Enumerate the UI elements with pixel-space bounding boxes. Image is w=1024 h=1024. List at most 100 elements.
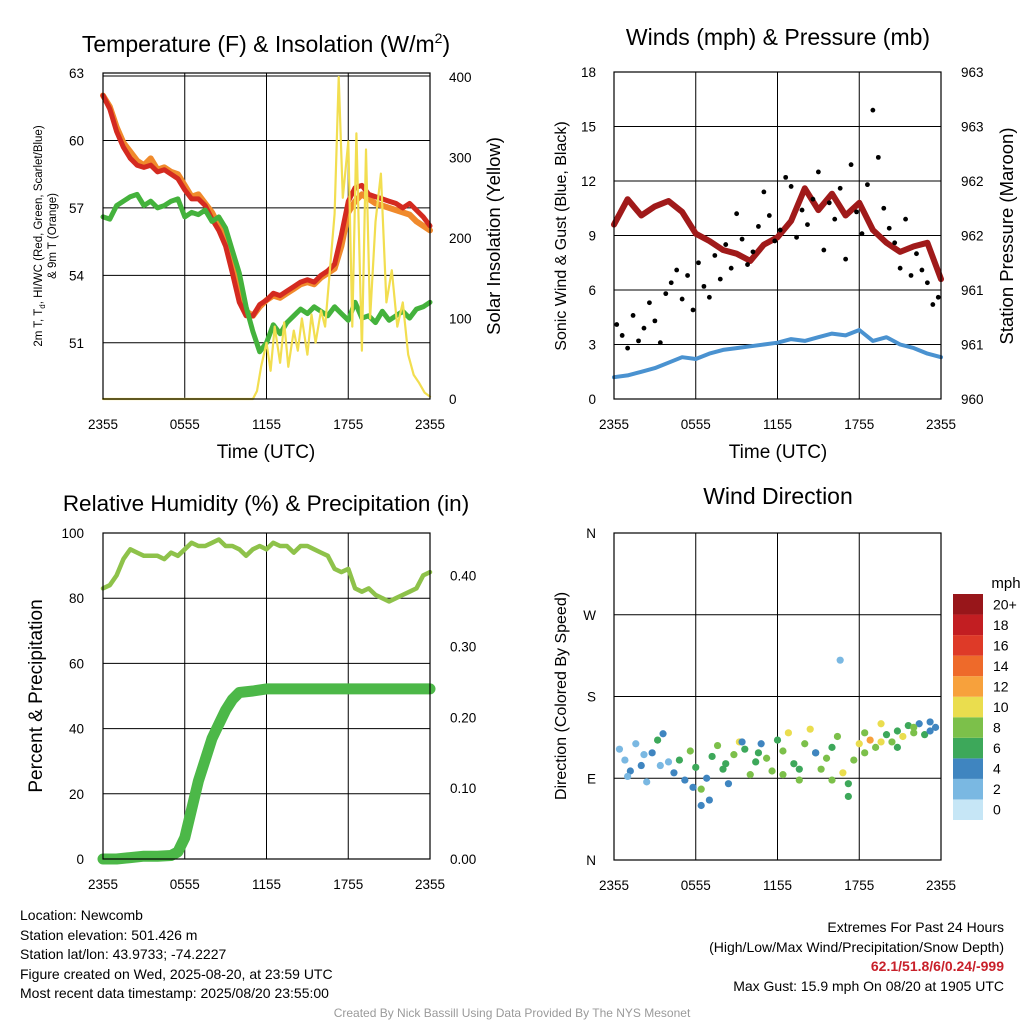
- direction-point: [621, 756, 629, 764]
- gust-point: [690, 307, 696, 313]
- direction-point: [833, 732, 842, 741]
- extremes-values: 62.1/51.8/6/0.24/-999: [870, 958, 1004, 974]
- direction-point: [637, 761, 645, 770]
- gust-point: [794, 234, 799, 240]
- x-tick-label: 2355: [88, 877, 118, 892]
- gust-point: [854, 209, 859, 215]
- gust-point: [745, 262, 750, 267]
- gust-point: [657, 340, 663, 346]
- wdir-y-axis-label: Direction (Colored By Speed): [553, 592, 570, 800]
- x-tick-label: 1755: [333, 417, 363, 432]
- x-tick-label: 2355: [415, 877, 445, 892]
- direction-point: [686, 747, 694, 755]
- x-tick-label: 0555: [681, 878, 711, 893]
- temp-x-axis-label: Time (UTC): [217, 442, 316, 463]
- station-elevation: Station elevation: 501.426 m: [20, 926, 198, 943]
- speed-legend: 0 2 4 6 8 10 12 14 16 18 20+: [953, 594, 1017, 820]
- humidity-panel: Relative Humidity (%) & Precipitation (i…: [26, 491, 476, 892]
- x-tick-label: 2355: [926, 417, 956, 432]
- direction-point: [828, 743, 836, 751]
- gust-point: [935, 294, 941, 300]
- station-latlon: Station lat/lon: 43.9733; -74.2227: [20, 946, 227, 962]
- station-location: Location: Newcomb: [20, 907, 143, 923]
- direction-point: [689, 783, 697, 791]
- direction-point: [899, 732, 907, 741]
- temp-title: Temperature (F) & Insolation (W/m2): [82, 30, 450, 57]
- direction-point: [822, 754, 831, 762]
- direction-point: [724, 780, 733, 788]
- legend-label: 20+: [993, 596, 1017, 612]
- gust-point: [821, 247, 827, 253]
- direction-point: [779, 771, 787, 779]
- direction-point: [795, 776, 803, 784]
- direction-point: [692, 763, 700, 771]
- y2-tick-label: 962: [961, 174, 984, 189]
- y-tick-label: 57: [69, 201, 84, 216]
- rh-plot-frame: [102, 532, 431, 860]
- y2-tick-label: 0.30: [450, 639, 476, 654]
- direction-point: [817, 765, 825, 773]
- direction-point: [632, 740, 640, 748]
- temp-plot-frame: [102, 72, 431, 400]
- rh-y-axis-label: Percent & Precipitation: [26, 599, 47, 792]
- x-tick-label: 1155: [763, 878, 792, 893]
- direction-point: [872, 743, 880, 751]
- direction-point: [675, 756, 684, 764]
- gust-point: [914, 251, 919, 257]
- legend-swatch: [953, 696, 983, 718]
- winds-plot-frame: [613, 71, 942, 400]
- gust-point: [870, 107, 876, 113]
- gust-point: [723, 242, 729, 247]
- legend-label: 4: [993, 761, 1001, 777]
- gust-point: [908, 273, 914, 278]
- gust-point: [788, 184, 794, 189]
- temp-y-tick-labels: 51 54 57 60 63: [69, 66, 85, 351]
- direction-point: [670, 769, 678, 777]
- direction-point: [921, 731, 929, 739]
- y-tick-label: 20: [69, 787, 84, 802]
- legend-swatch: [953, 635, 983, 656]
- gust-point: [739, 236, 745, 242]
- gust-point: [886, 225, 892, 231]
- y2-tick-label: 300: [449, 151, 472, 166]
- direction-point: [877, 720, 885, 728]
- direction-point: [705, 796, 713, 804]
- legend-label: 16: [993, 637, 1009, 653]
- wdir-plot-frame: [613, 532, 942, 861]
- direction-point: [659, 730, 667, 738]
- x-tick-label: 1755: [844, 878, 874, 893]
- rh-x-tick-labels: 2355 0555 1155 1755 2355: [88, 877, 445, 892]
- direction-point: [893, 727, 902, 735]
- x-tick-label: 1755: [333, 877, 363, 892]
- direction-point: [738, 738, 746, 746]
- gust-point: [636, 338, 641, 344]
- x-tick-label: 2355: [415, 417, 445, 432]
- rh-series-precip-line: [97, 683, 436, 865]
- gust-point: [919, 267, 925, 273]
- direction-point: [697, 801, 705, 810]
- direction-point: [703, 774, 711, 782]
- direction-point: [654, 736, 662, 744]
- extremes-title: Extremes For Past 24 Hours: [827, 919, 1004, 935]
- legend-label: 10: [993, 699, 1009, 715]
- y-tick-label: 12: [581, 174, 596, 189]
- legend-swatch: [953, 655, 983, 677]
- credit-line: Created By Nick Bassill Using Data Provi…: [333, 1006, 691, 1020]
- gust-point: [685, 273, 690, 278]
- direction-point: [746, 771, 754, 779]
- rh-title: Relative Humidity (%) & Precipitation (i…: [63, 491, 469, 516]
- x-tick-label: 2355: [88, 417, 118, 432]
- legend-label: 18: [993, 617, 1009, 633]
- rh-series-rh-line: [100, 537, 433, 604]
- winds-series-maroon-line: [611, 185, 944, 283]
- wdir-x-tick-labels: 2355 0555 1155 1755 2355: [599, 878, 956, 893]
- direction-point: [768, 767, 776, 775]
- direction-point: [855, 740, 863, 748]
- temp-y2-tick-labels: 0 100 200 300 400: [449, 70, 472, 407]
- direction-point: [681, 776, 689, 784]
- direction-point: [754, 749, 763, 757]
- y-tick-label: 63: [69, 66, 84, 81]
- winds-series-group: [611, 107, 944, 380]
- direction-point: [615, 745, 624, 753]
